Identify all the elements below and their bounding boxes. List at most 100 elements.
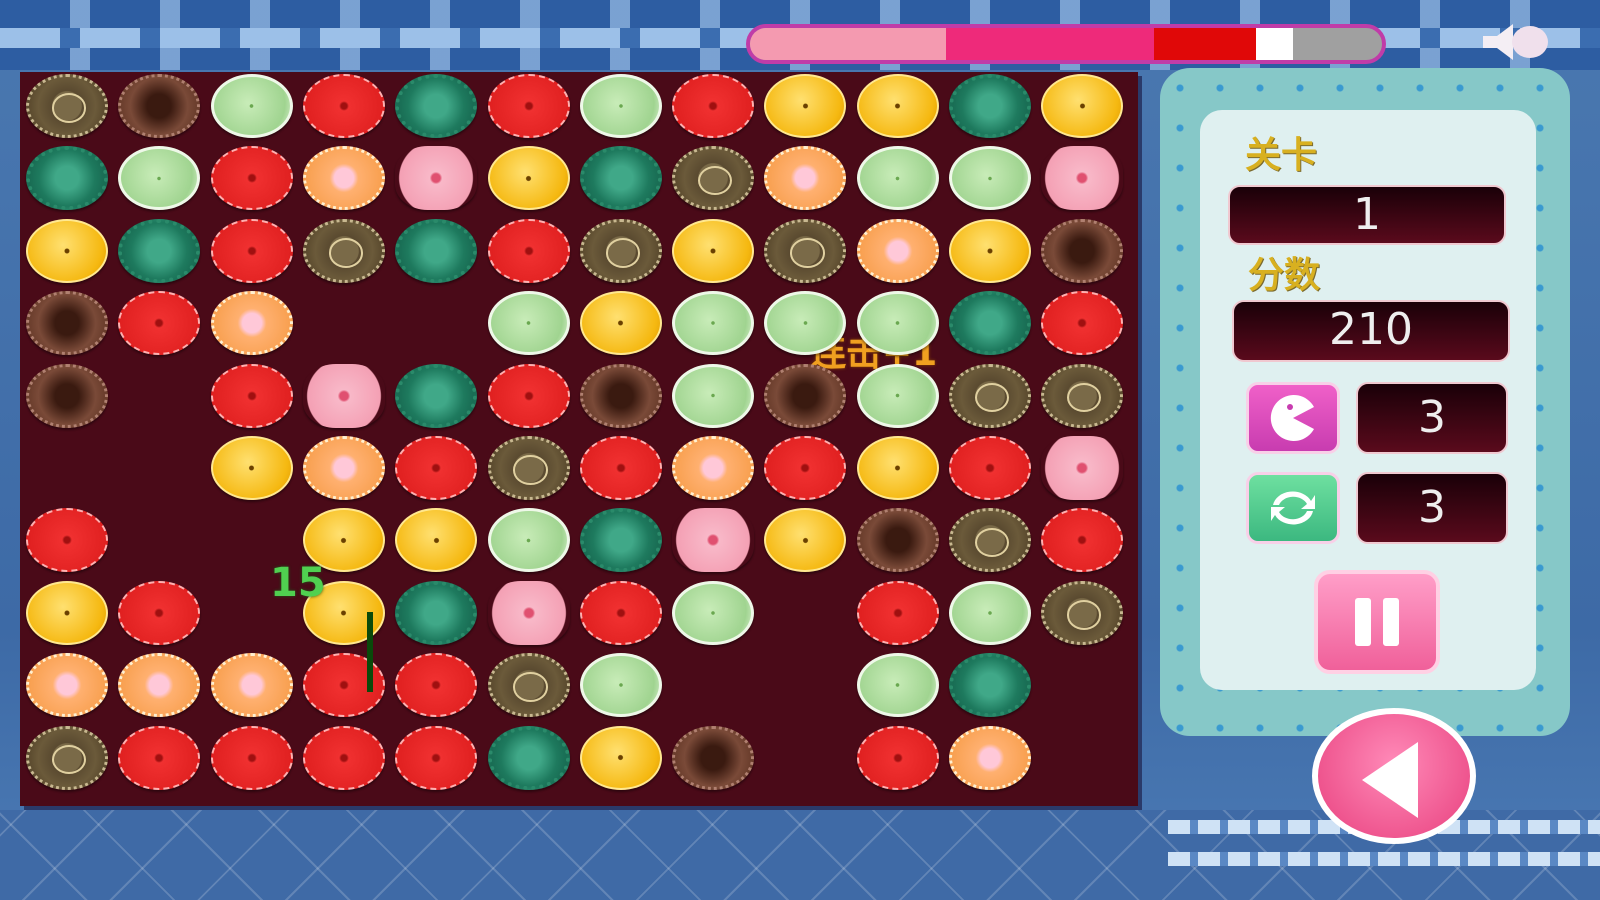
tile-red-button[interactable]	[487, 363, 570, 428]
tile-yellow-button[interactable]	[579, 725, 662, 790]
tile-yellow-button[interactable]	[26, 580, 108, 645]
tile-pink-flower-button[interactable]	[1041, 436, 1124, 500]
tile-red-button[interactable]	[118, 725, 201, 790]
tile-yellow-button[interactable]	[210, 436, 293, 500]
tile-red-button[interactable]	[26, 508, 108, 573]
speaker-icon[interactable]	[1475, 20, 1555, 64]
tile-green-gear-button[interactable]	[949, 74, 1031, 138]
tile-chocolate-clover-button[interactable]	[579, 363, 662, 428]
tile-brown-star-button[interactable]	[26, 725, 108, 790]
tile-yellow-button[interactable]	[949, 218, 1031, 283]
tile-light-green-button[interactable]	[949, 580, 1031, 645]
tile-chocolate-clover-button[interactable]	[672, 725, 755, 790]
tile-red-button[interactable]	[856, 580, 939, 645]
tile-red-button[interactable]	[118, 291, 201, 356]
tile-peach-pig-button[interactable]	[26, 653, 108, 718]
tile-light-green-button[interactable]	[856, 363, 939, 428]
tile-chocolate-clover-button[interactable]	[764, 363, 847, 428]
tile-brown-star-button[interactable]	[1041, 363, 1124, 428]
tile-peach-pig-button[interactable]	[302, 146, 385, 211]
tile-red-button[interactable]	[1041, 508, 1124, 573]
tile-peach-pig-button[interactable]	[856, 218, 939, 283]
tile-red-button[interactable]	[672, 74, 755, 138]
tile-yellow-button[interactable]	[395, 508, 478, 573]
tile-chocolate-clover-button[interactable]	[856, 508, 939, 573]
tile-green-gear-button[interactable]	[395, 218, 478, 283]
tile-red-button[interactable]	[764, 436, 847, 500]
tile-yellow-button[interactable]	[764, 74, 847, 138]
tile-chocolate-clover-button[interactable]	[26, 291, 108, 356]
tile-yellow-button[interactable]	[302, 508, 385, 573]
tile-red-button[interactable]	[579, 436, 662, 500]
tile-pink-flower-button[interactable]	[302, 363, 385, 428]
tile-green-gear-button[interactable]	[579, 146, 662, 211]
tile-red-button[interactable]	[487, 218, 570, 283]
tile-red-button[interactable]	[487, 74, 570, 138]
tile-peach-pig-button[interactable]	[672, 436, 755, 500]
tile-light-green-button[interactable]	[672, 580, 755, 645]
tile-green-gear-button[interactable]	[26, 146, 108, 211]
tile-peach-pig-button[interactable]	[302, 436, 385, 500]
tile-green-gear-button[interactable]	[118, 218, 201, 283]
tile-red-button[interactable]	[579, 580, 662, 645]
tile-light-green-button[interactable]	[856, 291, 939, 356]
tile-red-button[interactable]	[949, 436, 1031, 500]
tile-red-button[interactable]	[210, 725, 293, 790]
tile-pink-flower-button[interactable]	[395, 146, 478, 211]
tile-chocolate-clover-button[interactable]	[118, 74, 201, 138]
bomb-item-button[interactable]	[1246, 382, 1340, 454]
tile-yellow-button[interactable]	[1041, 74, 1124, 138]
tile-yellow-button[interactable]	[579, 291, 662, 356]
tile-green-gear-button[interactable]	[949, 291, 1031, 356]
tile-light-green-button[interactable]	[118, 146, 201, 211]
tile-red-button[interactable]	[118, 580, 201, 645]
tile-green-gear-button[interactable]	[487, 725, 570, 790]
tile-brown-star-button[interactable]	[302, 218, 385, 283]
tile-light-green-button[interactable]	[856, 653, 939, 718]
tile-green-gear-button[interactable]	[395, 74, 478, 138]
tile-light-green-button[interactable]	[672, 291, 755, 356]
tile-light-green-button[interactable]	[856, 146, 939, 211]
tile-peach-pig-button[interactable]	[949, 725, 1031, 790]
tile-green-gear-button[interactable]	[395, 363, 478, 428]
tile-green-gear-button[interactable]	[949, 653, 1031, 718]
tile-yellow-button[interactable]	[856, 436, 939, 500]
tile-peach-pig-button[interactable]	[118, 653, 201, 718]
tile-pink-flower-button[interactable]	[1041, 146, 1124, 211]
tile-red-button[interactable]	[1041, 291, 1124, 356]
tile-light-green-button[interactable]	[487, 291, 570, 356]
tile-green-gear-button[interactable]	[579, 508, 662, 573]
pause-button[interactable]	[1314, 570, 1440, 674]
tile-brown-star-button[interactable]	[949, 363, 1031, 428]
tile-light-green-button[interactable]	[210, 74, 293, 138]
tile-red-button[interactable]	[210, 218, 293, 283]
shuffle-item-button[interactable]	[1246, 472, 1340, 544]
tile-red-button[interactable]	[395, 653, 478, 718]
tile-pink-flower-button[interactable]	[672, 508, 755, 573]
tile-light-green-button[interactable]	[672, 363, 755, 428]
tile-green-gear-button[interactable]	[395, 580, 478, 645]
tile-brown-star-button[interactable]	[949, 508, 1031, 573]
tile-chocolate-clover-button[interactable]	[1041, 218, 1124, 283]
tile-light-green-button[interactable]	[487, 508, 570, 573]
tile-peach-pig-button[interactable]	[210, 291, 293, 356]
tile-red-button[interactable]	[395, 436, 478, 500]
tile-red-button[interactable]	[302, 725, 385, 790]
tile-yellow-button[interactable]	[856, 74, 939, 138]
tile-red-button[interactable]	[395, 725, 478, 790]
tile-red-button[interactable]	[210, 363, 293, 428]
tile-peach-pig-button[interactable]	[210, 653, 293, 718]
tile-chocolate-clover-button[interactable]	[26, 363, 108, 428]
tile-light-green-button[interactable]	[949, 146, 1031, 211]
tile-red-button[interactable]	[210, 146, 293, 211]
tile-brown-star-button[interactable]	[1041, 580, 1124, 645]
tile-light-green-button[interactable]	[579, 653, 662, 718]
tile-brown-star-button[interactable]	[487, 436, 570, 500]
tile-brown-star-button[interactable]	[764, 218, 847, 283]
tile-brown-star-button[interactable]	[487, 653, 570, 718]
tile-yellow-button[interactable]	[487, 146, 570, 211]
tile-yellow-button[interactable]	[764, 508, 847, 573]
tile-pink-flower-button[interactable]	[487, 580, 570, 645]
tile-peach-pig-button[interactable]	[764, 146, 847, 211]
tile-brown-star-button[interactable]	[26, 74, 108, 138]
